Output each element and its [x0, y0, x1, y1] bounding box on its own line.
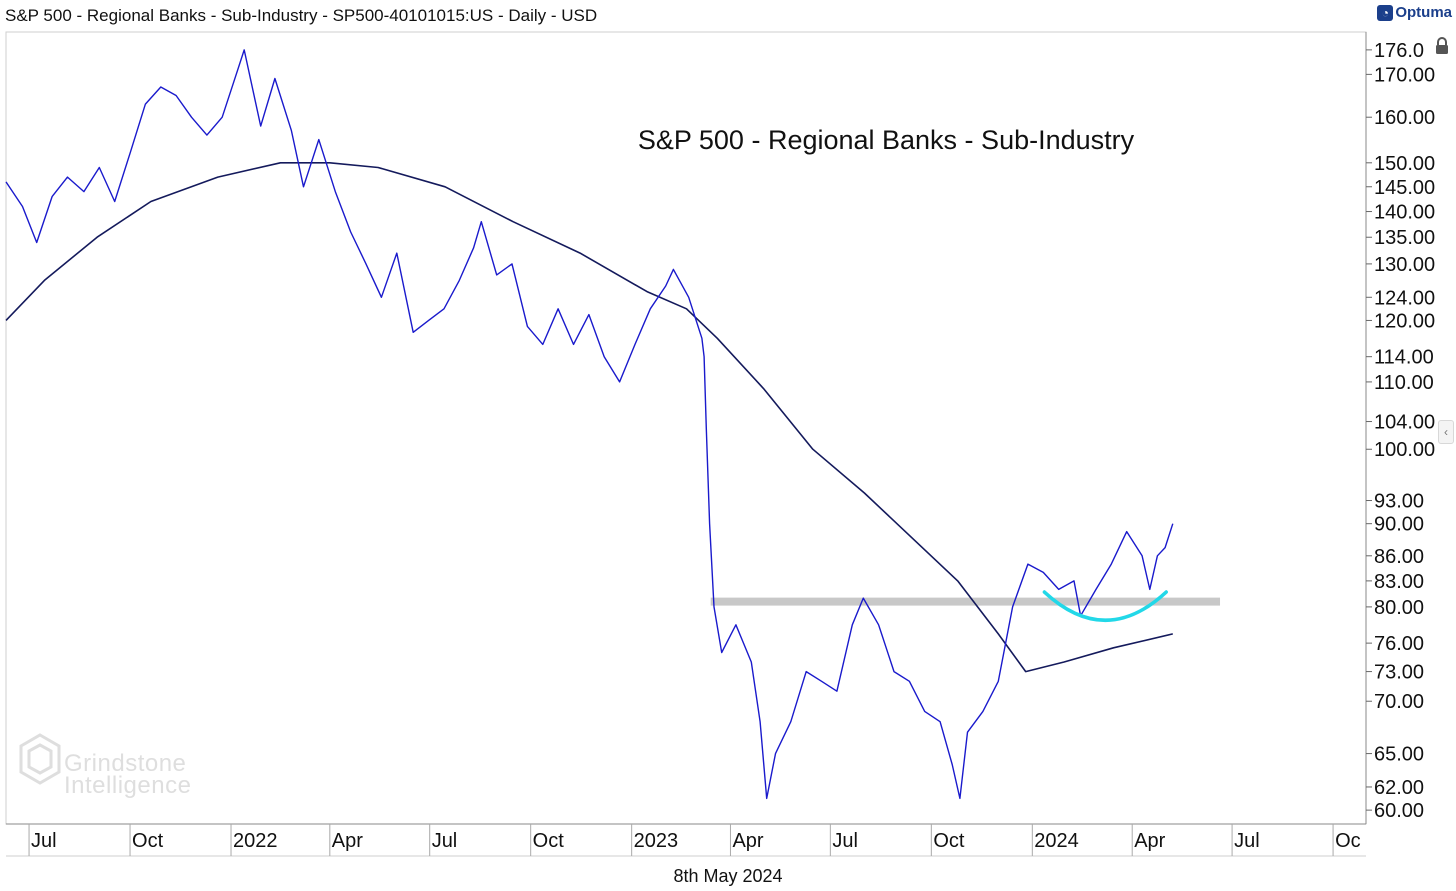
y-tick-label-12: 104.00: [1374, 412, 1435, 434]
x-axis: Jul Oct 2022 Apr Jul Oct 2023 Apr Jul Oct 2024 Apr J…: [28, 824, 1361, 856]
y-tick-label-11: 110.00: [1374, 372, 1434, 394]
y-tick-label-18: 80.00: [1374, 597, 1424, 619]
y-tick-label-20: 73.00: [1374, 662, 1424, 684]
support-band-layer: [710, 597, 1221, 606]
watermark-line2: Intelligence: [64, 772, 192, 799]
x-tick-label-8: Jul: [832, 830, 858, 852]
chart-header-title: S&P 500 - Regional Banks - Sub-Industry …: [5, 6, 598, 25]
chart-header: S&P 500 - Regional Banks - Sub-Industry …: [0, 0, 1456, 32]
y-tick-label-21: 70.00: [1374, 691, 1424, 713]
y-tick-label-23: 62.00: [1374, 777, 1424, 799]
y-tick-label-24: 60.00: [1374, 800, 1424, 822]
y-tick-label-9: 120.00: [1374, 310, 1435, 332]
watermark-logo: Grindstone Intelligence: [18, 732, 218, 799]
chevron-left-icon[interactable]: ‹: [1438, 420, 1454, 444]
lock-icon[interactable]: [1431, 35, 1453, 57]
support-band-0: [710, 597, 1221, 606]
y-tick-label-6: 135.00: [1374, 227, 1435, 249]
y-tick-label-0: 176.0: [1374, 40, 1424, 62]
y-tick-label-3: 150.00: [1374, 153, 1435, 175]
x-tick-label-1: Oct: [132, 830, 164, 852]
y-tick-label-14: 93.00: [1374, 491, 1424, 513]
y-tick-label-19: 76.00: [1374, 633, 1424, 655]
y-tick-label-4: 145.00: [1374, 177, 1435, 199]
x-tick-label-13: Oc: [1335, 830, 1361, 852]
x-tick-label-0: Jul: [31, 830, 57, 852]
y-tick-label-8: 124.00: [1374, 287, 1435, 309]
grindstone-logo-icon: [19, 733, 61, 785]
x-tick-label-11: Apr: [1134, 830, 1165, 852]
series-line-0: [5, 49, 1174, 800]
x-tick-label-4: Jul: [432, 830, 458, 852]
x-tick-label-6: 2023: [634, 830, 679, 852]
optuma-logo-icon: ◔: [1377, 4, 1394, 21]
series-layer: [5, 49, 1174, 800]
brand-logo: ◔ Optuma: [1377, 4, 1452, 21]
x-tick-label-2: 2022: [233, 830, 278, 852]
y-tick-label-10: 114.00: [1374, 347, 1434, 369]
y-tick-label-22: 65.00: [1374, 744, 1424, 766]
brand-name: Optuma: [1395, 4, 1452, 21]
y-tick-label-15: 90.00: [1374, 514, 1424, 536]
plot-area: [5, 31, 1367, 825]
x-tick-label-9: Oct: [933, 830, 965, 852]
x-tick-label-12: Jul: [1234, 830, 1260, 852]
series-line-1: [5, 162, 1173, 673]
y-tick-label-5: 140.00: [1374, 202, 1435, 224]
arc-annotation-layer: [1042, 590, 1168, 622]
x-tick-label-10: 2024: [1034, 830, 1079, 852]
y-tick-label-17: 83.00: [1374, 571, 1424, 593]
y-tick-label-2: 160.00: [1374, 107, 1435, 129]
x-tick-label-5: Oct: [533, 830, 565, 852]
y-tick-label-13: 100.00: [1374, 439, 1435, 461]
y-tick-label-7: 130.00: [1374, 254, 1435, 276]
chart-date-caption: 8th May 2024: [673, 866, 783, 886]
x-tick-label-3: Apr: [332, 830, 363, 852]
x-tick-label-7: Apr: [732, 830, 763, 852]
arc-annotation-0: [1042, 590, 1168, 622]
y-tick-label-1: 170.00: [1374, 64, 1435, 86]
watermark-line1: Grindstone: [64, 750, 187, 777]
chart-inner-title: S&P 500 - Regional Banks - Sub-Industry: [638, 125, 1135, 155]
y-tick-label-16: 86.00: [1374, 546, 1424, 568]
